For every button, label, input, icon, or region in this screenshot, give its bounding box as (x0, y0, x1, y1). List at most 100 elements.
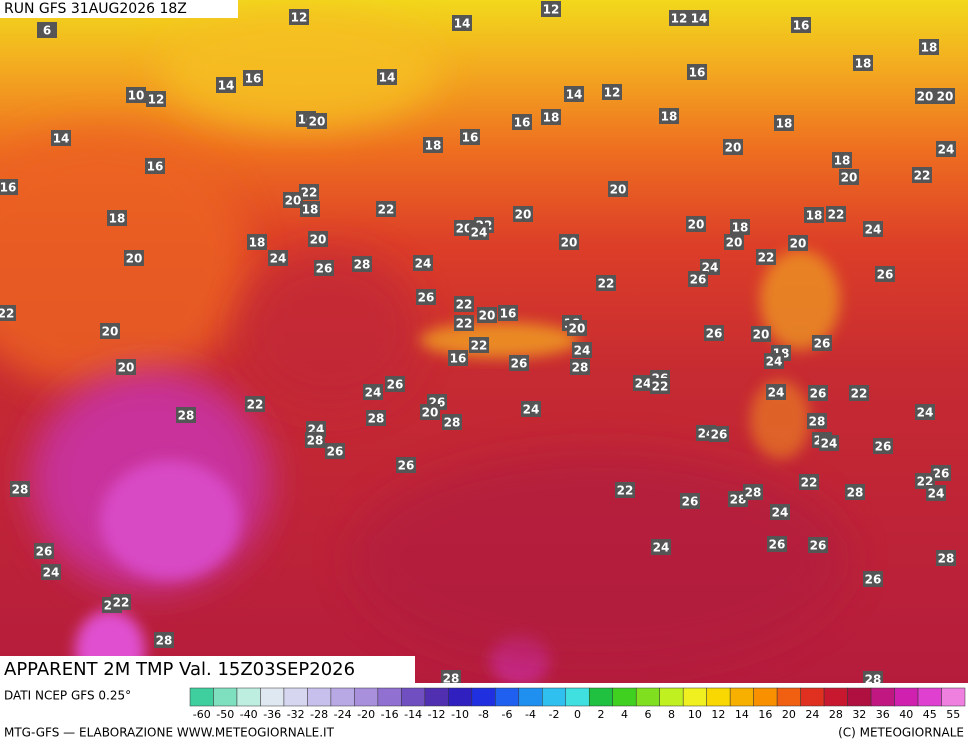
colorbar-label: -20 (357, 708, 375, 721)
label-box (931, 465, 951, 481)
temp-label: 18 (832, 152, 852, 168)
temp-label: 24 (915, 404, 935, 420)
label-text: 26 (875, 440, 892, 454)
label-text: 28 (307, 434, 324, 448)
colorbar-label: 40 (899, 708, 913, 721)
temp-label: 14 (216, 77, 236, 93)
label-box (804, 207, 824, 223)
temp-label: 24 (651, 539, 671, 555)
label-box (423, 137, 443, 153)
temp-label: 12 (669, 10, 689, 26)
temp-label: 20 (559, 234, 579, 250)
colorbar-label: -10 (451, 708, 469, 721)
colorbar-swatch (941, 687, 966, 707)
label-text: 14 (454, 17, 471, 31)
label-text: 22 (617, 484, 634, 498)
label-box (767, 536, 787, 552)
colorbar-swatch (236, 687, 261, 707)
temp-label: 28 (807, 413, 827, 429)
label-text: 20 (456, 222, 473, 236)
colorbar-swatch (471, 687, 496, 707)
temp-label: 24 (819, 435, 839, 451)
temp-label: 24 (41, 564, 61, 580)
colorbar-swatch (354, 687, 379, 707)
label-box (154, 632, 174, 648)
label-box (680, 493, 700, 509)
temp-label: 12 (541, 1, 561, 17)
temp-label: 20 (723, 139, 743, 155)
label-text: 24 (928, 487, 945, 501)
label-text: 22 (113, 596, 130, 610)
label-box (107, 210, 127, 226)
colorbar-label: -28 (310, 708, 328, 721)
label-text: 18 (855, 57, 872, 71)
temp-label: 18 (247, 234, 267, 250)
colorbar-label: -60 (193, 708, 211, 721)
label-text: 26 (933, 467, 950, 481)
temp-label: 26 (314, 260, 334, 276)
label-box (689, 10, 709, 26)
label-text: 28 (178, 409, 195, 423)
temp-label: 14 (51, 130, 71, 146)
run-label: RUN GFS 31AUG2026 18Z (4, 1, 187, 17)
label-text: 22 (851, 387, 868, 401)
map-title: APPARENT 2M TMP Val. 15Z03SEP2026 (4, 659, 355, 680)
colorbar-label: 4 (621, 708, 628, 721)
colorbar-swatch (659, 687, 684, 707)
colorbar-label: 6 (644, 708, 651, 721)
temp-label: 20 (751, 326, 771, 342)
temp-label: 26 (808, 537, 828, 553)
temp-label: 26 (396, 457, 416, 473)
colorbar-swatch (588, 687, 613, 707)
label-box (564, 86, 584, 102)
colorbar-label: -36 (263, 708, 281, 721)
label-box (452, 15, 472, 31)
colorbar-label: 32 (852, 708, 866, 721)
colorbar-swatch (753, 687, 778, 707)
label-text: 16 (245, 72, 262, 86)
label-text: 18 (109, 212, 126, 226)
colorbar-label: -6 (502, 708, 513, 721)
label-text: 18 (834, 154, 851, 168)
label-box (808, 537, 828, 553)
label-text: 12 (148, 93, 165, 107)
temp-label: 28 (570, 359, 590, 375)
label-text: 28 (444, 416, 461, 430)
colorbar-swatch (307, 687, 332, 707)
temp-label: 24 (926, 485, 946, 501)
label-text: 14 (218, 79, 235, 93)
colorbar-swatch (870, 687, 895, 707)
temp-label: 14 (452, 15, 472, 31)
temp-label: 24 (521, 401, 541, 417)
label-text: 20 (790, 237, 807, 251)
label-text: 26 (865, 573, 882, 587)
label-box (915, 404, 935, 420)
label-box (176, 407, 196, 423)
label-box (376, 201, 396, 217)
temp-label: 26 (873, 438, 893, 454)
label-box (413, 255, 433, 271)
temp-label: 24 (766, 384, 786, 400)
temp-label: 28 (845, 484, 865, 500)
colorbar-swatch (330, 687, 355, 707)
label-text: 28 (12, 483, 29, 497)
label-text: 22 (456, 298, 473, 312)
label-text: 24 (768, 386, 785, 400)
temp-label: 18 (107, 210, 127, 226)
label-text: 24 (653, 541, 670, 555)
temp-label: 16 (0, 179, 18, 195)
label-text: 24 (270, 252, 287, 266)
label-box (521, 401, 541, 417)
label-box (650, 378, 670, 394)
label-text: 22 (247, 398, 264, 412)
temp-label: 24 (863, 221, 883, 237)
label-text: 22 (471, 339, 488, 353)
label-box (416, 289, 436, 305)
temp-label: 20 (608, 181, 628, 197)
colorbar-swatch (377, 687, 402, 707)
label-box (385, 376, 405, 392)
temp-label: 26 (875, 266, 895, 282)
label-text: 22 (301, 186, 318, 200)
label-text: 18 (302, 203, 319, 217)
label-box (633, 375, 653, 391)
